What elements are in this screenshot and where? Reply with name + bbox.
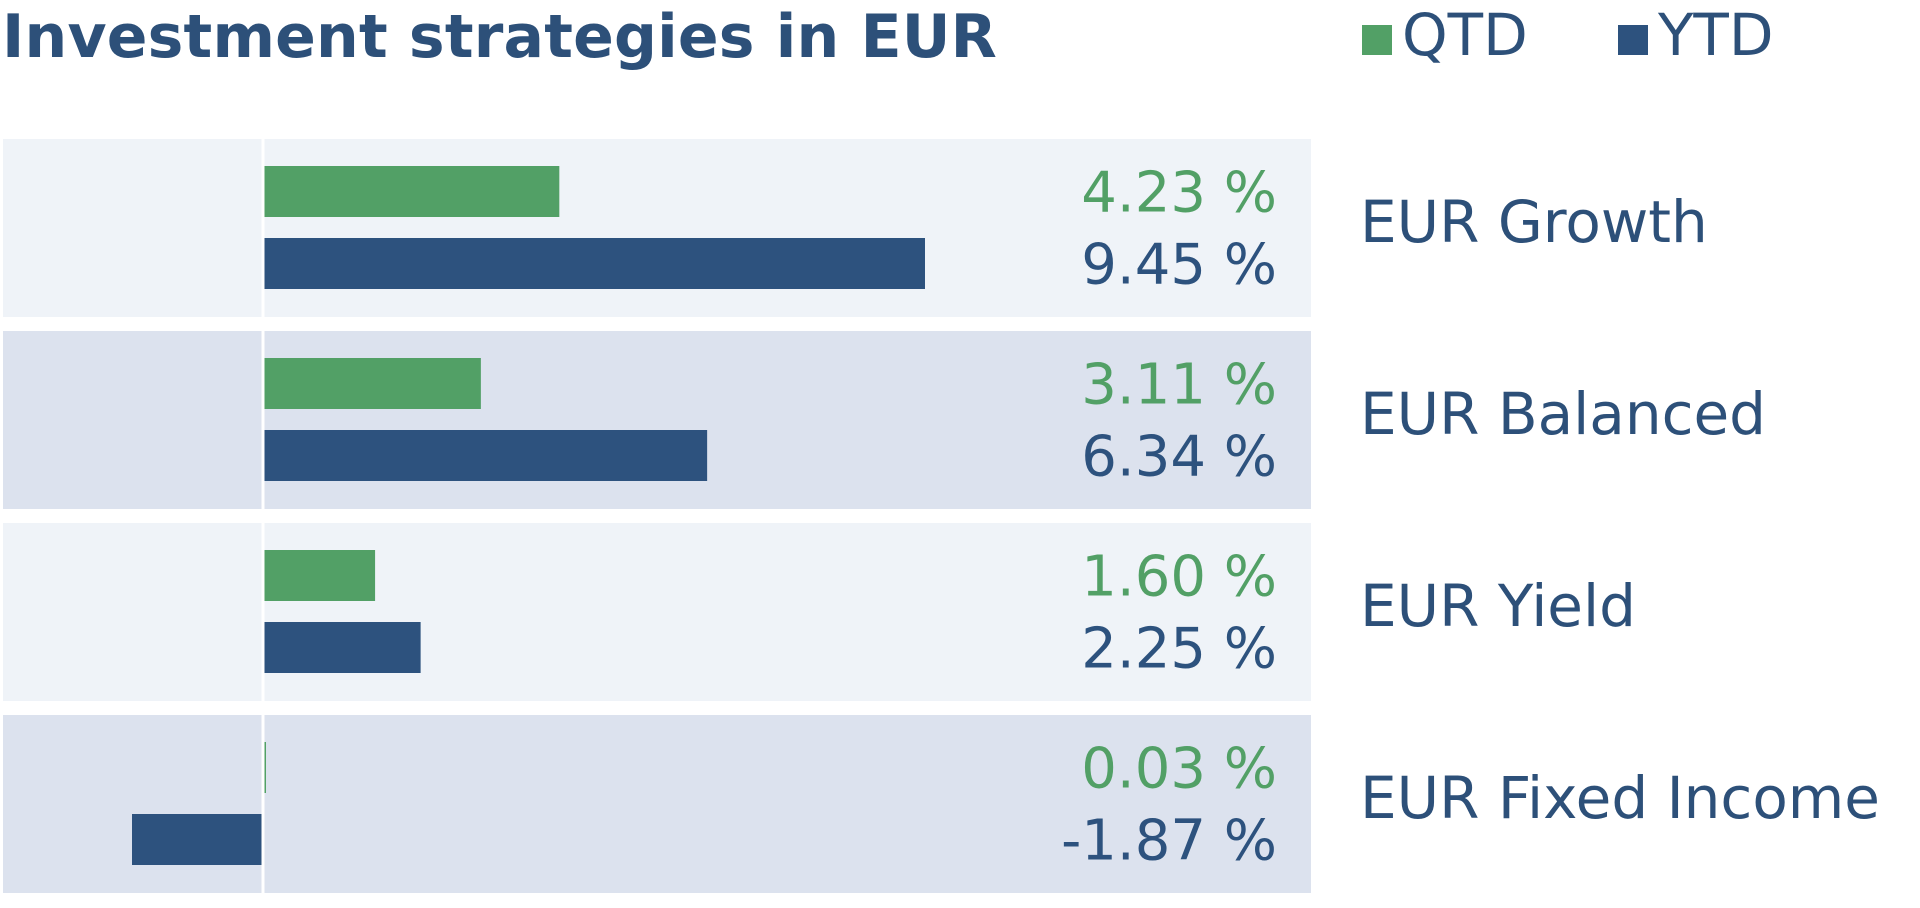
legend-item-ytd: YTD xyxy=(1618,0,1774,70)
data-label-ytd-eur-fixed-income: -1.87 % xyxy=(1061,809,1277,874)
data-label-qtd-eur-balanced: 3.11 % xyxy=(1081,353,1277,418)
category-label-eur-balanced: EUR Balanced xyxy=(1360,380,1766,448)
legend-label-ytd: YTD xyxy=(1658,1,1774,69)
data-label-ytd-eur-growth: 9.45 % xyxy=(1081,233,1277,298)
legend-swatch-ytd xyxy=(1618,25,1648,55)
bar-qtd-eur-growth xyxy=(263,166,560,217)
legend-item-qtd: QTD xyxy=(1362,0,1528,70)
bar-ytd-eur-growth xyxy=(263,238,925,289)
data-label-qtd-eur-fixed-income: 0.03 % xyxy=(1081,737,1277,802)
category-label-eur-growth: EUR Growth xyxy=(1360,188,1708,256)
legend-swatch-qtd xyxy=(1362,25,1392,55)
category-label-eur-yield: EUR Yield xyxy=(1360,572,1636,640)
bar-ytd-eur-balanced xyxy=(263,430,708,481)
bar-qtd-eur-yield xyxy=(263,550,376,601)
bar-ytd-eur-fixed-income xyxy=(132,814,263,865)
data-label-qtd-eur-growth: 4.23 % xyxy=(1081,161,1277,226)
bar-qtd-eur-balanced xyxy=(263,358,481,409)
row-band-eur-yield xyxy=(3,523,1311,701)
data-label-ytd-eur-yield: 2.25 % xyxy=(1081,617,1277,682)
data-label-ytd-eur-balanced: 6.34 % xyxy=(1081,425,1277,490)
data-label-qtd-eur-yield: 1.60 % xyxy=(1081,545,1277,610)
category-label-eur-fixed-income: EUR Fixed Income xyxy=(1360,764,1880,832)
chart-title: Investment strategies in EUR xyxy=(2,2,998,72)
legend-label-qtd: QTD xyxy=(1402,1,1528,69)
bar-ytd-eur-yield xyxy=(263,622,421,673)
